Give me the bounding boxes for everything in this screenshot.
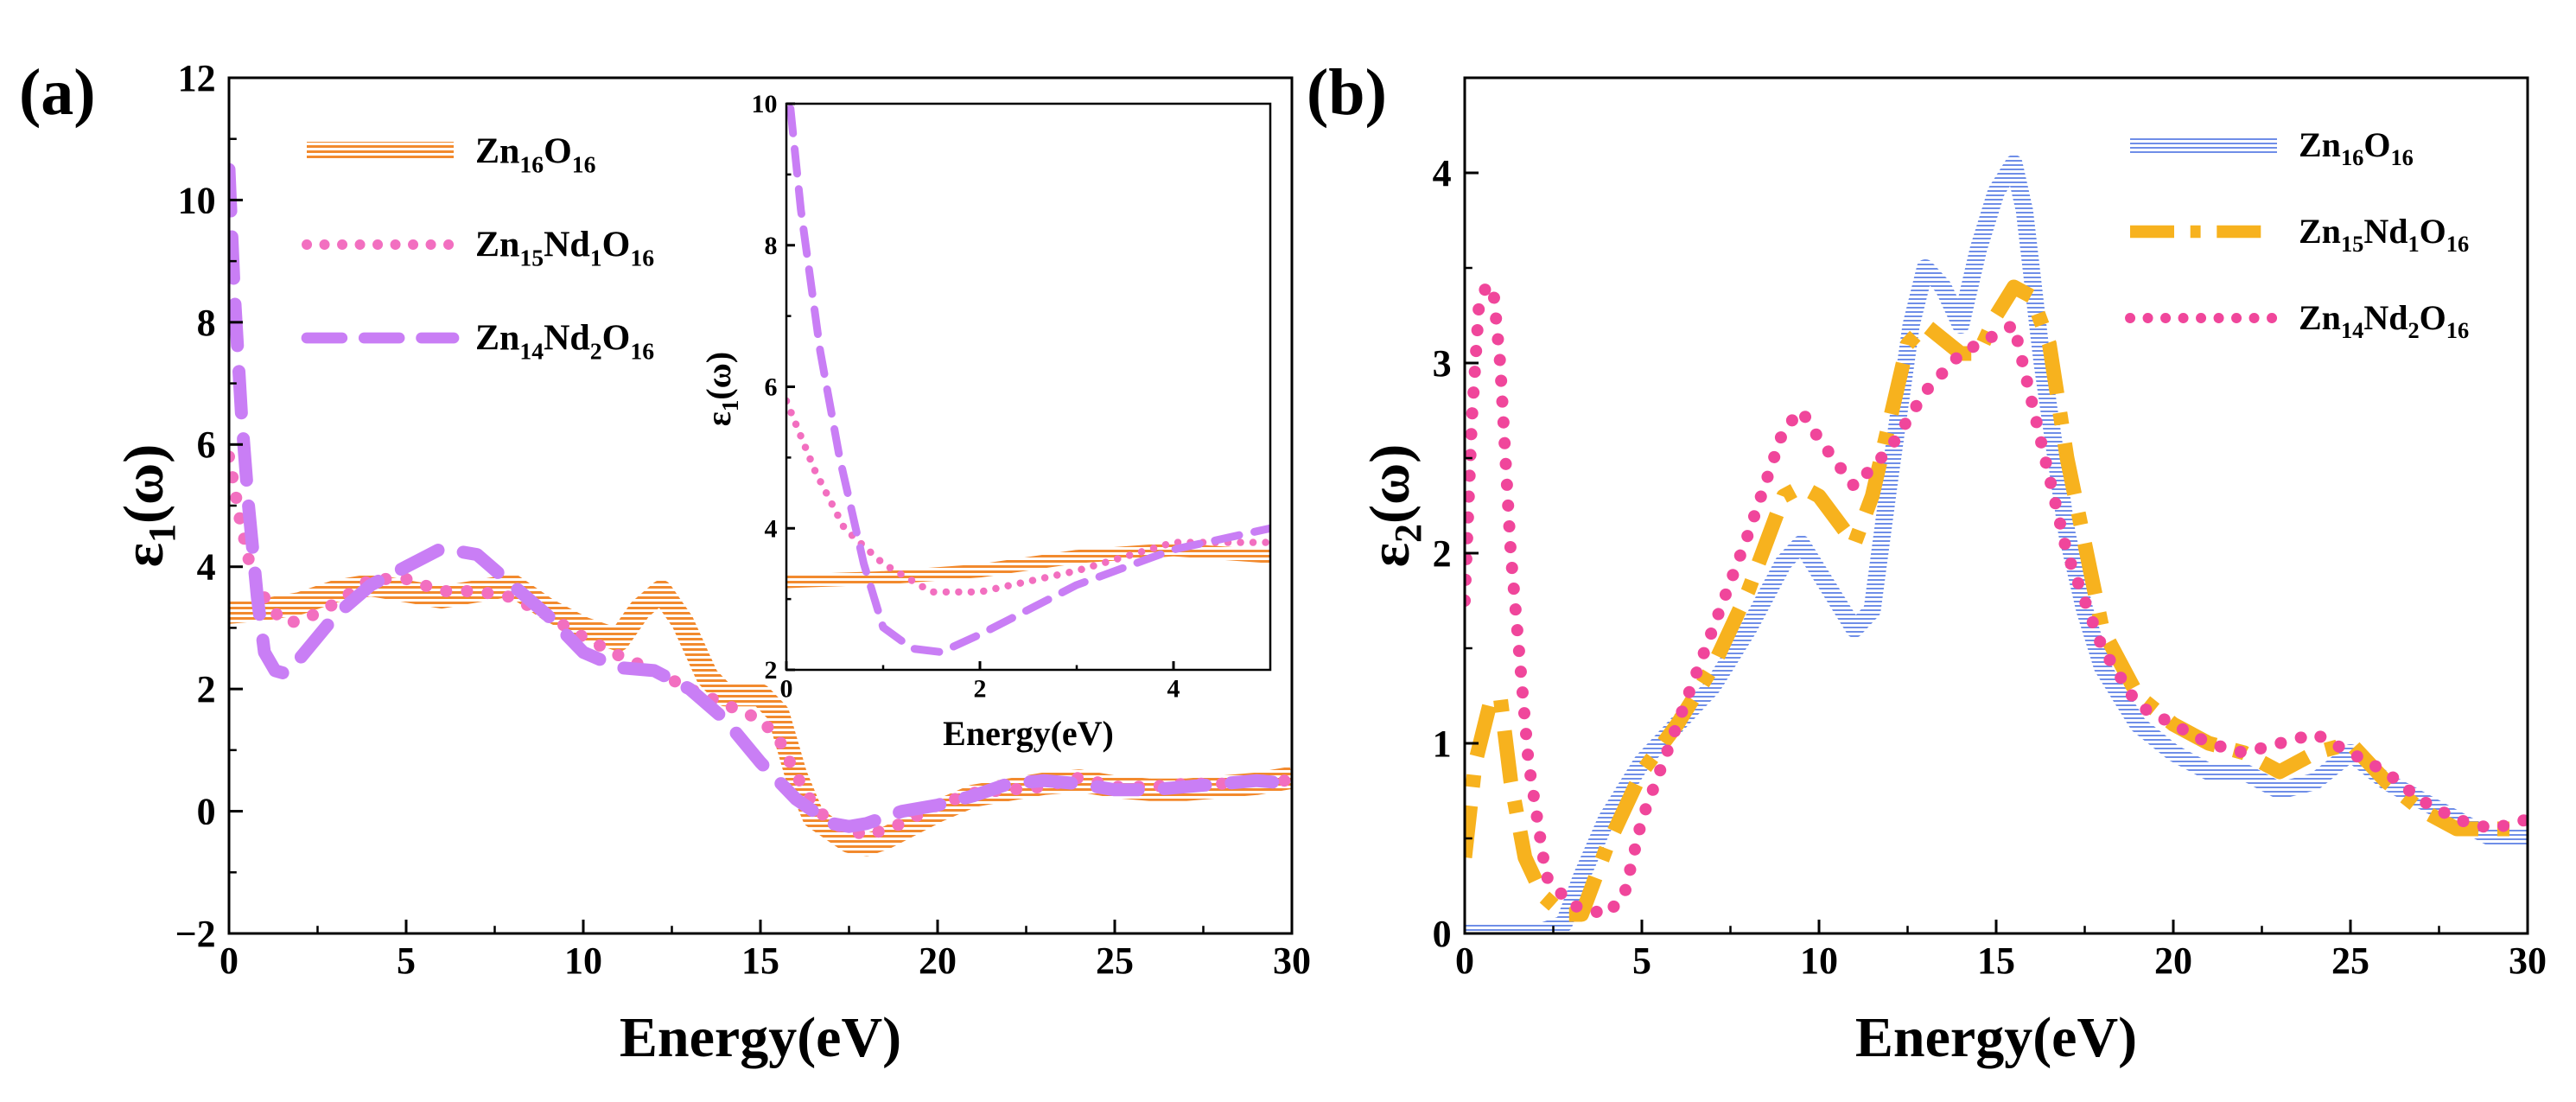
inset-y-tick-label: 10 (752, 90, 778, 118)
inset-series-Zn16O16 (786, 543, 1270, 589)
svg-text:ε1(ω): ε1(ω) (112, 444, 183, 567)
panel-b-x-ticks: 0 5 10 15 20 25 30 (1455, 920, 2547, 982)
panel-a-label: (a) (19, 56, 96, 129)
inset-series-Zn14Nd2O16 (786, 104, 1270, 656)
panel-b-x-tick-label: 5 (1632, 940, 1651, 982)
inset-y-tick-label: 6 (765, 373, 778, 402)
panel-a-y-tick-label: 0 (197, 791, 216, 833)
panel-a-y-axis-title: ε1(ω) (112, 444, 183, 567)
panel-a-legend-entry: Zn14Nd2O16 (301, 318, 654, 364)
panel-b-series-layer (1465, 155, 2528, 933)
panel-a-y-ticks: −2 0 2 4 6 8 10 12 (175, 57, 243, 955)
inset-ylabel-rest: (ω) (699, 352, 738, 400)
inset-x-tick-label: 4 (1167, 675, 1180, 704)
panel-a-x-tick-label: 0 (219, 940, 239, 982)
panel-b-legend-label: Zn15Nd1O16 (2299, 212, 2469, 257)
inset-y-tick-label: 4 (765, 514, 778, 543)
panel-b-y-tick-label: 3 (1433, 342, 1452, 385)
panel-b-x-tick-label: 30 (2509, 940, 2547, 982)
panel-a-legend: Zn16O16 Zn15Nd1O16 Zn14Nd2O16 (301, 131, 654, 364)
panel-a-legend-label: Zn14Nd2O16 (475, 318, 654, 364)
panel-a-series-layer (229, 162, 1292, 857)
panel-a-y-tick-label: 2 (197, 668, 216, 710)
panel-b-x-tick-label: 15 (1977, 940, 2015, 982)
inset-y-tick-label: 2 (765, 656, 778, 685)
panel-b-series-Zn16O16 (1465, 155, 2528, 933)
panel-b-y-tick-label: 0 (1433, 913, 1452, 955)
panel-b-ylabel-rest: (ω) (1358, 444, 1422, 524)
panel-b-legend-entry: Zn15Nd1O16 (2130, 212, 2469, 257)
panel-b-x-axis-title: Energy(eV) (1855, 1006, 2137, 1069)
panel-b-legend-label: Zn16O16 (2299, 125, 2414, 170)
panel-a-y-tick-label: 10 (178, 179, 216, 221)
panel-a-x-ticks: 0 5 10 15 20 25 30 (219, 920, 1311, 982)
panel-b-x-tick-label: 20 (2154, 940, 2192, 982)
panel-b-legend-entry: Zn14Nd2O16 (2125, 298, 2469, 343)
panel-a-ylabel-sub: 1 (141, 524, 183, 543)
panel-b-series-Zn14Nd2O16 (1465, 281, 2528, 920)
inset-y-tick-label: 8 (765, 232, 778, 260)
panel-b-legend-label: Zn14Nd2O16 (2299, 298, 2469, 343)
panel-b-x-tick-label: 10 (1800, 940, 1838, 982)
inset-x-axis-title: Energy(eV) (943, 714, 1114, 753)
panel-a-y-tick-label: −2 (175, 913, 216, 955)
panel-a-series-Zn14Nd2O16 (229, 162, 1292, 833)
panel-b-legend: Zn16O16 Zn15Nd1O16 Zn14Nd2O16 (2125, 125, 2469, 343)
inset-ylabel-sub: 1 (717, 400, 743, 412)
panel-b-y-tick-label: 4 (1433, 152, 1452, 194)
inset-series-Zn15Nd1O16 (786, 397, 1270, 596)
inset-y-axis-title: ε1(ω) (699, 352, 743, 426)
panel-a-legend-label: Zn15Nd1O16 (475, 225, 654, 271)
panel-a-legend-label: Zn16O16 (475, 131, 596, 177)
panel-b-y-tick-label: 1 (1433, 723, 1452, 765)
inset-x-ticks: 0 2 4 (780, 661, 1180, 704)
panel-a-x-tick-label: 20 (919, 940, 957, 982)
panel-a-x-tick-label: 15 (741, 940, 779, 982)
panel-b-series-Zn15Nd1O16 (1465, 279, 2528, 922)
panel-a-x-tick-label: 5 (397, 940, 416, 982)
panel-b-y-ticks: 0 1 2 3 4 (1433, 152, 1479, 955)
panel-b-label: (b) (1307, 56, 1387, 129)
panel-a-series-Zn15Nd1O16 (229, 450, 1292, 842)
panel-a-ylabel-rest: (ω) (112, 444, 175, 524)
inset-series-layer (786, 104, 1270, 656)
inset-ylabel-base: ε (699, 411, 738, 426)
svg-text:ε1(ω): ε1(ω) (699, 352, 743, 426)
panel-b-y-axis-title: ε2(ω) (1358, 444, 1429, 567)
inset-y-ticks: 2 4 6 8 10 (752, 90, 795, 685)
panel-b-x-tick-label: 25 (2331, 940, 2369, 982)
inset-x-tick-label: 2 (974, 675, 987, 704)
inset-x-tick-label: 0 (780, 675, 793, 704)
panel-b-legend-entry: Zn16O16 (2130, 125, 2414, 170)
panel-a-legend-entry: Zn16O16 (307, 131, 596, 177)
panel-a-ylabel-base: ε (112, 543, 175, 567)
panel-a-legend-entry: Zn15Nd1O16 (302, 225, 654, 271)
panel-b-y-tick-label: 2 (1433, 532, 1452, 575)
panel-a-x-axis-title: Energy(eV) (620, 1006, 901, 1069)
panel-a-y-tick-label: 8 (197, 302, 216, 344)
panel-b-ylabel-base: ε (1358, 543, 1422, 567)
panel-a-x-tick-label: 25 (1096, 940, 1134, 982)
panel-a-x-tick-label: 30 (1273, 940, 1311, 982)
panel-a-y-tick-label: 12 (178, 57, 216, 99)
panel-b-x-tick-label: 0 (1455, 940, 1474, 982)
panel-b-ylabel-sub: 2 (1387, 524, 1429, 543)
svg-text:ε2(ω): ε2(ω) (1358, 444, 1429, 567)
panel-a-x-tick-label: 10 (564, 940, 602, 982)
panel-a-y-tick-label: 6 (197, 424, 216, 466)
panel-a-y-tick-label: 4 (197, 546, 216, 589)
